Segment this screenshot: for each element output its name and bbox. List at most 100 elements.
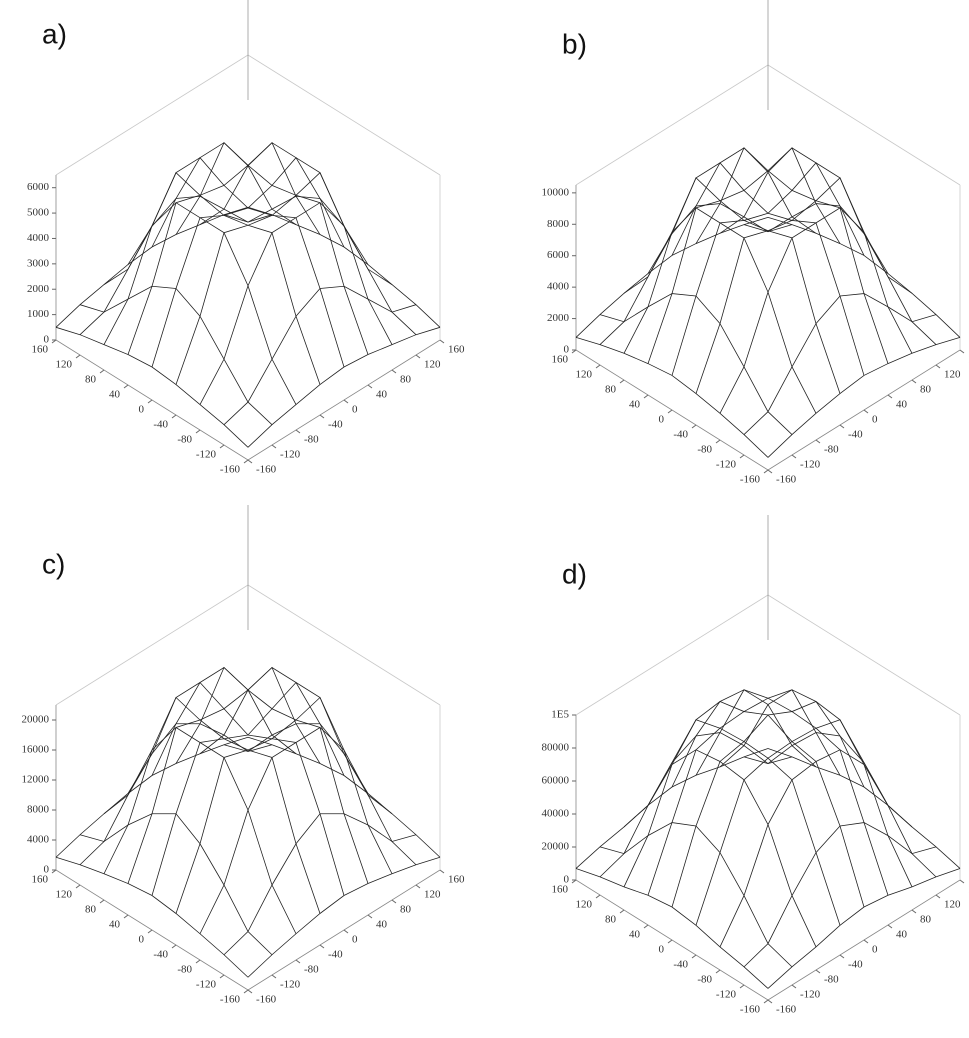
y-tick-label: -80 bbox=[824, 974, 839, 986]
y-tick-label: -120 bbox=[280, 449, 301, 461]
y-tick-label: 40 bbox=[896, 929, 908, 941]
x-tick-label: 0 bbox=[139, 934, 145, 946]
surface-row bbox=[79, 285, 273, 425]
y-tick bbox=[271, 444, 277, 449]
z-tick-label: 0 bbox=[44, 864, 50, 876]
x-tick bbox=[147, 929, 153, 934]
y-tick bbox=[935, 364, 941, 369]
surface-row bbox=[175, 142, 369, 355]
surface-column bbox=[743, 822, 937, 968]
x-tick bbox=[171, 944, 177, 949]
y-tick-label: 40 bbox=[376, 919, 388, 931]
x-tick bbox=[571, 879, 577, 884]
x-tick bbox=[243, 989, 249, 994]
z-tick-label: 2000 bbox=[27, 283, 50, 295]
y-tick bbox=[367, 914, 373, 919]
y-tick-label: 0 bbox=[352, 404, 358, 416]
surface-row bbox=[623, 749, 817, 948]
z-tick-label: 60000 bbox=[542, 775, 570, 787]
x-tick bbox=[595, 894, 601, 899]
y-tick-label: -120 bbox=[800, 459, 821, 471]
y-tick-label: -160 bbox=[776, 474, 797, 486]
surface-column bbox=[247, 856, 441, 978]
x-tick-label: 160 bbox=[32, 344, 49, 356]
surface-row bbox=[623, 207, 817, 414]
surface-row bbox=[55, 856, 249, 978]
z-tick-label: 6000 bbox=[27, 181, 50, 193]
y-tick-label: 120 bbox=[424, 359, 441, 371]
y-tick-label: -160 bbox=[256, 994, 277, 1006]
surface-row bbox=[103, 726, 297, 934]
x-tick-label: -160 bbox=[740, 474, 761, 486]
x-tick bbox=[763, 999, 769, 1004]
surface-column bbox=[719, 749, 913, 948]
x-tick bbox=[195, 959, 201, 964]
y-tick bbox=[935, 894, 941, 899]
surface-column bbox=[55, 206, 249, 328]
surface-column bbox=[223, 813, 417, 956]
x-tick-label: 160 bbox=[552, 354, 569, 366]
x-tick bbox=[643, 924, 649, 929]
y-tick-label: 80 bbox=[920, 384, 932, 396]
surface-column bbox=[671, 162, 865, 376]
surface-column bbox=[719, 207, 913, 414]
y-tick bbox=[439, 869, 445, 874]
x-tick-label: -40 bbox=[673, 959, 688, 971]
x-tick-label: -120 bbox=[716, 459, 737, 471]
z-tick-label: 1E5 bbox=[551, 709, 569, 721]
y-tick bbox=[271, 974, 277, 979]
panel-title: b) bbox=[562, 28, 587, 59]
y-tick bbox=[247, 989, 253, 994]
y-tick bbox=[911, 379, 917, 384]
surface-column bbox=[247, 326, 441, 448]
surface-row bbox=[671, 701, 865, 908]
x-tick bbox=[219, 444, 225, 449]
surface-column bbox=[695, 719, 889, 926]
surface-row bbox=[767, 748, 961, 869]
x-tick bbox=[763, 469, 769, 474]
y-tick bbox=[247, 459, 253, 464]
x-tick bbox=[123, 384, 129, 389]
x-tick-label: -80 bbox=[177, 964, 192, 976]
x-tick bbox=[75, 354, 81, 359]
x-tick bbox=[219, 974, 225, 979]
y-tick bbox=[391, 369, 397, 374]
surface-row bbox=[767, 217, 961, 338]
x-tick bbox=[619, 909, 625, 914]
y-tick bbox=[767, 469, 773, 474]
surface-column bbox=[79, 723, 273, 866]
surface-column bbox=[127, 666, 321, 884]
y-tick bbox=[415, 354, 421, 359]
y-tick-label: -80 bbox=[824, 444, 839, 456]
x-tick bbox=[75, 884, 81, 889]
z-tick-label: 8000 bbox=[547, 218, 570, 230]
surface-row bbox=[79, 813, 273, 956]
surface-row bbox=[127, 172, 321, 385]
y-tick bbox=[367, 384, 373, 389]
x-tick-label: 0 bbox=[139, 404, 145, 416]
surface-row bbox=[743, 732, 937, 878]
z-tick-label: 5000 bbox=[27, 207, 50, 219]
surface-row bbox=[151, 157, 345, 368]
surface-row bbox=[695, 689, 889, 896]
y-tick bbox=[439, 339, 445, 344]
z-tick-label: 12000 bbox=[22, 774, 50, 786]
x-tick-label: -160 bbox=[740, 1004, 761, 1016]
x-tick-label: -80 bbox=[697, 444, 712, 456]
surface-row bbox=[175, 666, 369, 884]
y-tick bbox=[391, 899, 397, 904]
surface-row bbox=[647, 177, 841, 394]
surface-column bbox=[103, 142, 297, 345]
surface-row bbox=[599, 293, 793, 435]
y-tick bbox=[295, 959, 301, 964]
x-tick-label: 40 bbox=[629, 399, 641, 411]
surface-row bbox=[223, 723, 417, 866]
panel: a) 0 1000 2000 3000 4000 5000 6000 160 120 80 40 0 -4… bbox=[27, 0, 465, 476]
y-tick bbox=[839, 424, 845, 429]
x-tick-label: -40 bbox=[673, 429, 688, 441]
z-tick-label: 1000 bbox=[27, 308, 50, 320]
x-tick bbox=[739, 454, 745, 459]
surface-row bbox=[223, 195, 417, 335]
x-tick-label: -80 bbox=[697, 974, 712, 986]
